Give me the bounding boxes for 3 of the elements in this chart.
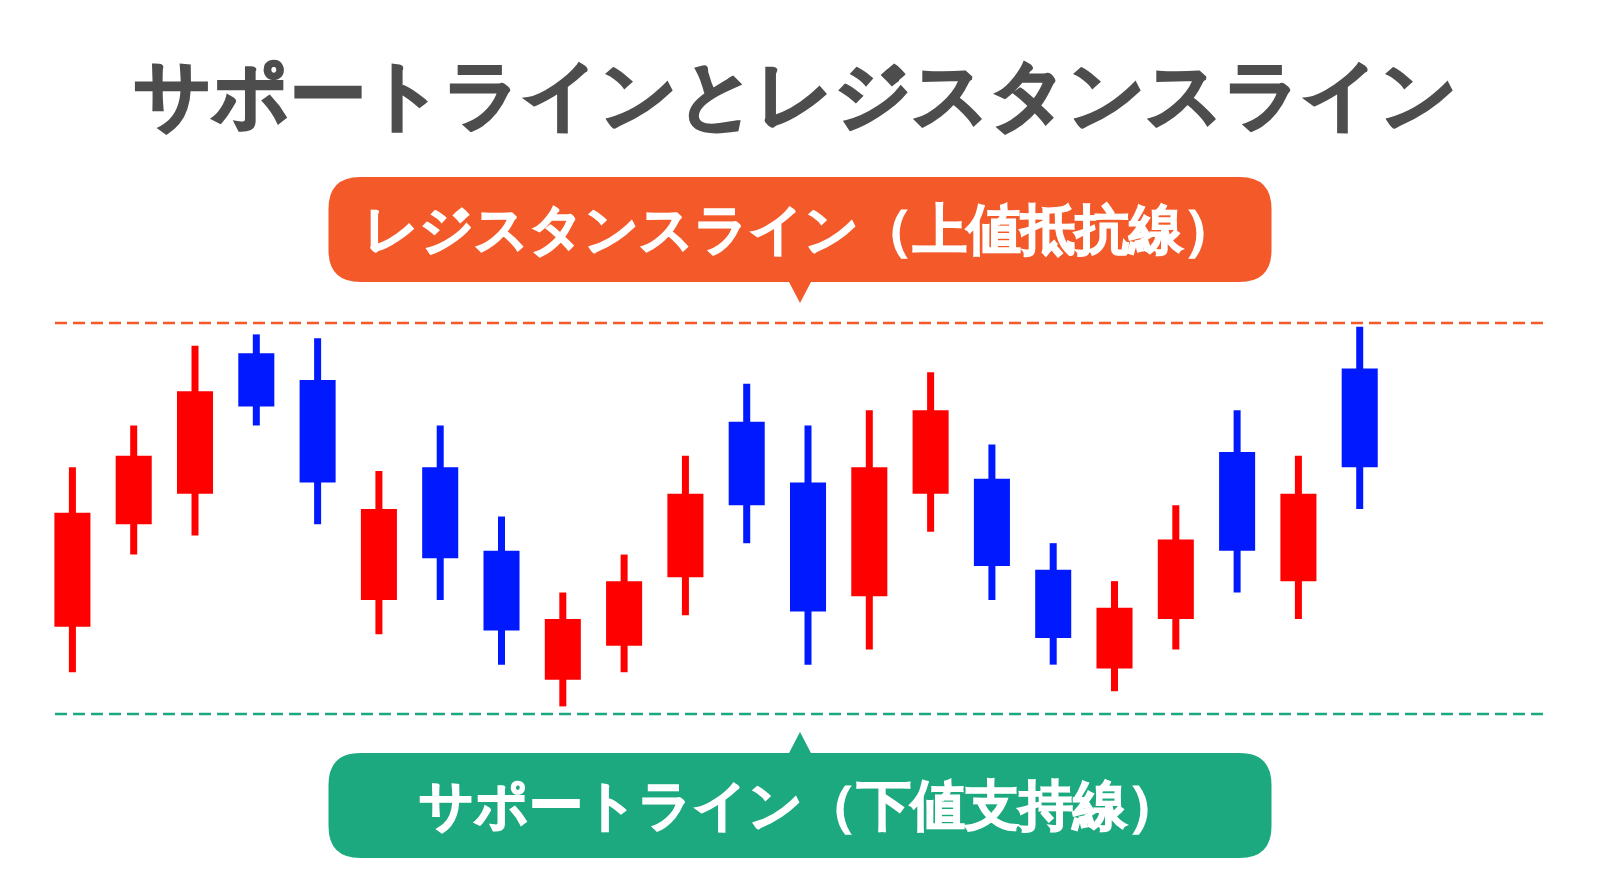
ref-line-label: レジスタンスライン（上値抵抗線） <box>363 197 1237 261</box>
ref-line-label: サポートライン（下値支持線） <box>419 773 1181 837</box>
chart-title: サポートラインとレジスタンスライン <box>134 50 1458 139</box>
